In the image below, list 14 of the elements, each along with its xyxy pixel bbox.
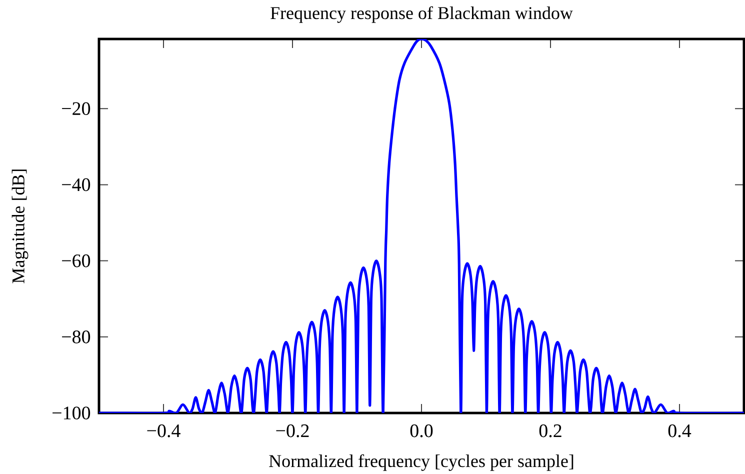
y-tick-label: −80	[62, 330, 90, 344]
y-axis-title: Magnitude [dB]	[12, 170, 28, 284]
line-series	[99, 38, 744, 413]
y-tick-label: −60	[62, 254, 90, 268]
y-tick-label: −100	[52, 406, 90, 420]
x-tick-label: −0.2	[276, 424, 309, 438]
x-axis-title: Normalized frequency [cycles per sample]	[269, 454, 574, 471]
x-tick-label: 0.2	[539, 424, 562, 438]
y-tick-label: −20	[62, 102, 90, 116]
y-tick-label: −40	[62, 178, 90, 192]
x-tick-label: 0.4	[668, 424, 692, 438]
chart-title: Frequency response of Blackman window	[270, 6, 573, 23]
x-tick-label: 0.0	[410, 424, 433, 438]
x-tick-label: −0.4	[147, 424, 180, 438]
